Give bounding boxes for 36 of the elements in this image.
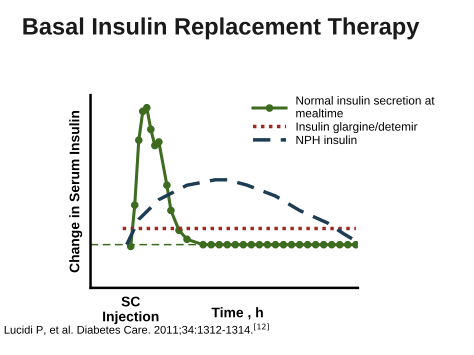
legend-label: Normal insulin secretion at mealtime [296, 96, 434, 118]
point [126, 242, 135, 250]
chart-title: Basal Insulin Replacement Therapy [23, 17, 420, 40]
point [239, 240, 248, 248]
point [264, 240, 272, 248]
point [130, 201, 139, 209]
point [231, 240, 240, 248]
text: Lucidi P, et al. Diabetes Care. 2011;34:1312-1314.$^{[12]}$ [4, 323, 269, 336]
point [280, 240, 288, 248]
point [248, 240, 256, 248]
legend-label: Insulin glargine/detemir [296, 122, 418, 134]
y-axis-title: Change in Serum Insulin [69, 110, 82, 272]
point [344, 240, 352, 248]
point [272, 240, 280, 248]
text: SC Injection [103, 296, 158, 324]
point [320, 240, 328, 248]
x-axis-title: Time , h [212, 307, 263, 320]
point [183, 235, 191, 244]
point [215, 240, 223, 248]
point [288, 240, 296, 248]
point [155, 138, 163, 146]
point [296, 240, 304, 248]
point [199, 240, 207, 248]
point [147, 126, 155, 134]
legend-label: NPH insulin [296, 135, 356, 144]
point [304, 240, 312, 248]
point [223, 240, 232, 248]
point [328, 240, 336, 248]
point [163, 181, 171, 190]
point [336, 240, 344, 248]
point [142, 104, 151, 112]
point [167, 206, 175, 214]
point [207, 240, 215, 248]
point [312, 240, 320, 248]
point [256, 240, 264, 248]
point [134, 136, 143, 144]
